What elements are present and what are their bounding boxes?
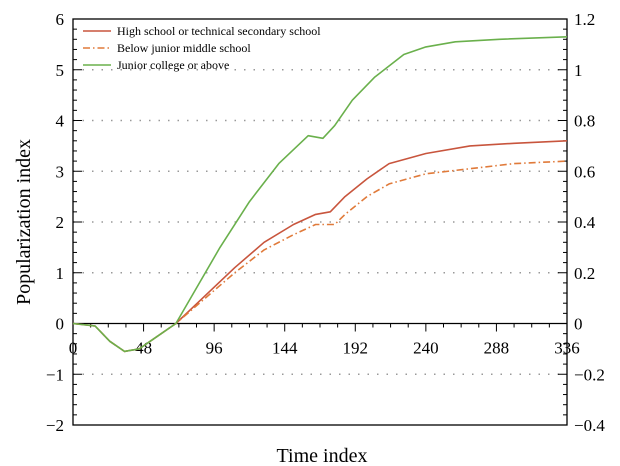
y-tick-label: −2 <box>46 416 64 435</box>
series-lines <box>72 36 568 353</box>
legend-label: Junior college or above <box>117 58 229 72</box>
x-tick-label: 192 <box>343 339 369 358</box>
y-tick-label: −1 <box>46 365 64 384</box>
y-tick-label: 5 <box>56 61 65 80</box>
y2-tick-label: 0 <box>574 315 583 334</box>
x-tick-label: 288 <box>484 339 510 358</box>
y2-tick-label: 0.4 <box>574 213 596 232</box>
legend-label: High school or technical secondary schoo… <box>117 24 321 38</box>
series-line <box>72 36 568 353</box>
y2-tick-label: 0.8 <box>574 112 595 131</box>
y2-tick-label: 1.2 <box>574 10 595 29</box>
y2-tick-label: 0.2 <box>574 264 595 283</box>
y-tick-label: 1 <box>56 264 65 283</box>
series-line <box>72 140 568 353</box>
y2-tick-label: 0.6 <box>574 162 595 181</box>
y-tick-label: 3 <box>56 162 65 181</box>
x-tick-label: 240 <box>413 339 439 358</box>
y-tick-label: 2 <box>56 213 65 232</box>
x-tick-label: 96 <box>206 339 223 358</box>
y-tick-label: 6 <box>56 10 65 29</box>
y2-tick-label: 1 <box>574 61 583 80</box>
x-tick-label: 336 <box>554 339 580 358</box>
y-tick-label: 4 <box>56 112 65 131</box>
x-axis-label: Time index <box>277 445 368 466</box>
legend-label: Below junior middle school <box>117 41 251 55</box>
y2-tick-label: −0.2 <box>574 365 605 384</box>
legend: High school or technical secondary schoo… <box>83 24 321 72</box>
y-tick-label: 0 <box>56 315 65 334</box>
grid-lines <box>73 69 567 375</box>
y-axis-label: Popularization index <box>13 139 35 305</box>
x-tick-label: 0 <box>69 339 78 358</box>
x-tick-label: 144 <box>272 339 298 358</box>
y2-tick-label: −0.4 <box>574 416 605 435</box>
